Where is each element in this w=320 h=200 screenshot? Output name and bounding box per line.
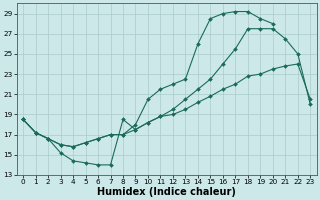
X-axis label: Humidex (Indice chaleur): Humidex (Indice chaleur): [97, 187, 236, 197]
